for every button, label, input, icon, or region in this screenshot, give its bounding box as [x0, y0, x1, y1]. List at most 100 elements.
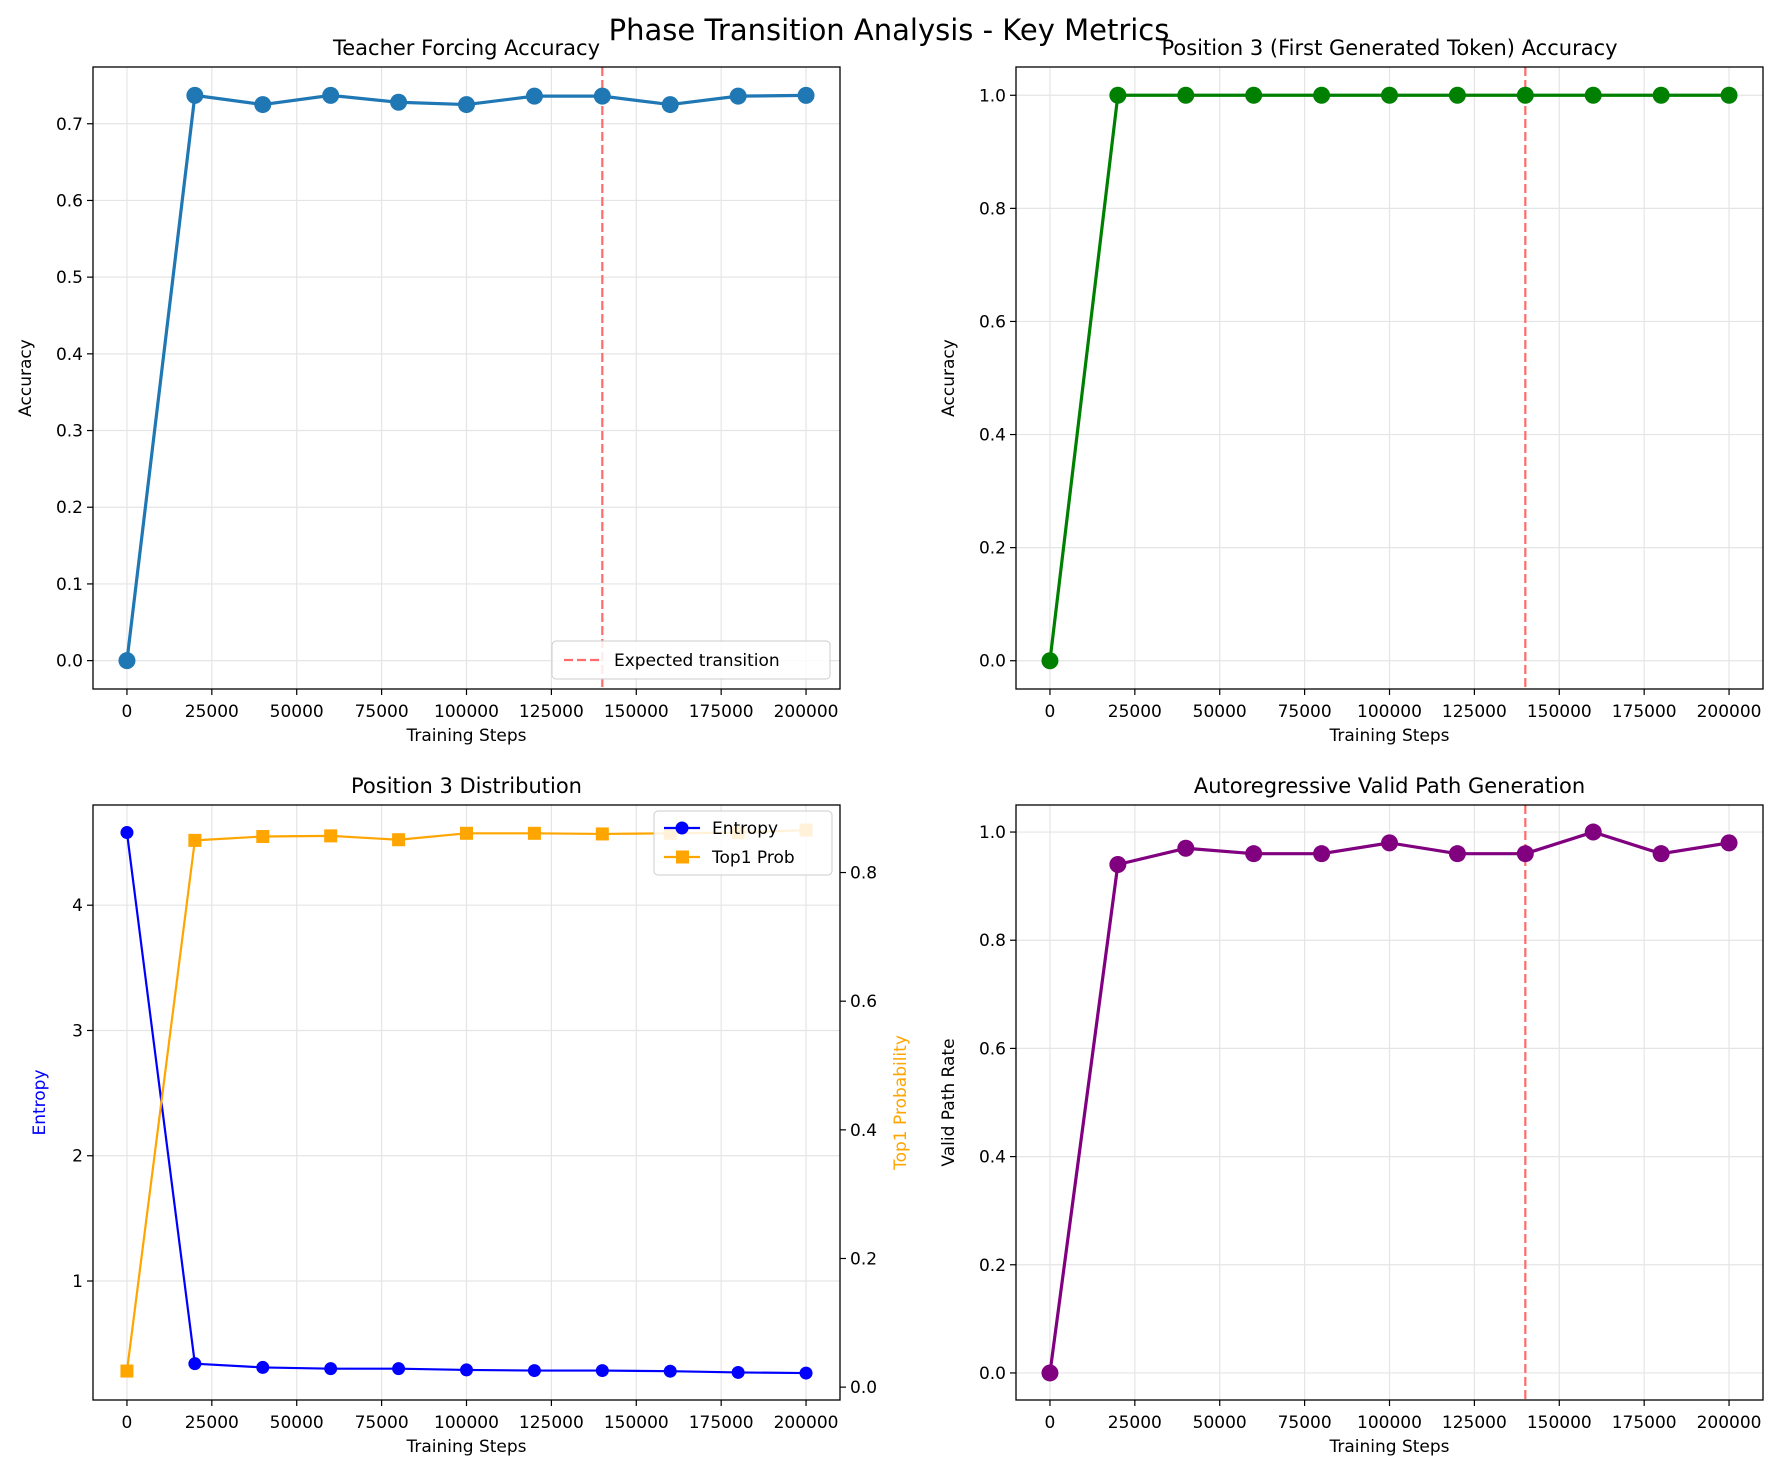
data-point	[525, 87, 543, 105]
data-point	[1177, 86, 1195, 104]
x-tick-label: 150000	[604, 1413, 669, 1433]
chart-title: Position 3 Distribution	[351, 774, 582, 798]
x-tick-label: 150000	[1527, 702, 1592, 722]
data-point	[1245, 845, 1263, 863]
figure-suptitle: Phase Transition Analysis - Key Metrics	[609, 13, 1170, 47]
x-tick-label: 75000	[1278, 702, 1332, 722]
y-tick-label: 0.8	[979, 931, 1006, 951]
y-axis-label: Accuracy	[16, 339, 36, 417]
data-point	[799, 1366, 813, 1380]
data-point	[731, 1365, 745, 1379]
y-tick-label: 0.1	[56, 575, 83, 595]
data-point	[460, 1363, 473, 1377]
y-tick-label: 0.7	[56, 115, 83, 135]
x-tick-label: 200000	[1697, 1413, 1762, 1433]
data-point	[1245, 86, 1263, 104]
data-point	[1313, 86, 1331, 104]
data-point	[1584, 86, 1602, 104]
y-axis-ticks: 0.0 0.2 0.4 0.6 0.8 1.0	[979, 823, 1016, 1384]
y-tick-label: 1.0	[979, 823, 1006, 843]
x-tick-label: 125000	[519, 1413, 584, 1433]
x-tick-label: 0	[122, 1413, 133, 1433]
y-axis-right-label: Top1 Probability	[891, 1035, 911, 1171]
data-point	[1516, 845, 1534, 863]
y-tick-label: 0.4	[979, 1148, 1006, 1168]
chart-title: Autoregressive Valid Path Generation	[1194, 774, 1585, 798]
data-point	[797, 86, 815, 104]
x-tick-label: 200000	[1697, 702, 1762, 722]
data-point	[1313, 845, 1331, 863]
y-tick-label: 0.6	[979, 312, 1006, 332]
plot-frame	[1015, 804, 1764, 1401]
x-tick-label: 0	[122, 702, 133, 722]
data-point	[595, 827, 609, 841]
gridlines	[1016, 805, 1763, 1400]
x-tick-label: 175000	[689, 1413, 754, 1433]
x-tick-label: 25000	[185, 702, 239, 722]
x-tick-label: 100000	[1357, 702, 1422, 722]
data-point	[458, 96, 475, 114]
x-tick-label: 75000	[355, 1413, 409, 1433]
chart-title: Teacher Forcing Accuracy	[332, 36, 600, 60]
series-1	[118, 86, 815, 670]
x-tick-label: 125000	[1442, 702, 1507, 722]
data-point	[256, 1360, 270, 1374]
x-tick-label: 150000	[604, 702, 669, 722]
y-tick-label: 1.0	[979, 86, 1006, 106]
data-point	[322, 86, 340, 104]
y-tick-label: 0.0	[56, 652, 83, 672]
x-axis-ticks: 0 25000 50000 75000 100000 125000 150000 175000…	[1045, 689, 1762, 722]
chart-panel-2: 0 25000 50000 75000 100000 125000 150000 175000…	[939, 36, 1764, 746]
x-axis-ticks: 0 25000 50000 75000 100000 125000 150000 175000…	[122, 1400, 838, 1433]
y-axis-ticks: 0.0 0.1 0.2 0.3 0.4 0.5 0.6 0.7	[56, 115, 93, 672]
data-point	[460, 826, 473, 840]
data-point	[1041, 1364, 1059, 1382]
x-tick-label: 175000	[1612, 702, 1677, 722]
y-tick-label: 0.6	[979, 1039, 1006, 1059]
panels: 0 25000 50000 75000 100000 125000 150000 175000…	[16, 36, 1764, 1457]
x-tick-label: 25000	[1108, 1413, 1162, 1433]
data-point	[1720, 86, 1738, 104]
y-axis-right-ticks: 0.0 0.2 0.4 0.6 0.8	[840, 864, 877, 1398]
y-tick-label: 4	[72, 896, 83, 916]
y-right-tick-label: 0.2	[850, 1249, 877, 1269]
data-point	[392, 1362, 406, 1376]
data-point	[188, 1357, 202, 1371]
x-axis-label: Training Steps	[1328, 1437, 1449, 1457]
data-point	[1381, 86, 1398, 104]
x-tick-label: 175000	[1612, 1413, 1677, 1433]
gridlines	[93, 805, 840, 1400]
x-axis-ticks: 0 25000 50000 75000 100000 125000 150000 175000…	[1045, 1400, 1762, 1433]
x-tick-label: 150000	[1527, 1413, 1592, 1433]
chart-title: Position 3 (First Generated Token) Accur…	[1161, 36, 1617, 60]
y-tick-label: 3	[72, 1021, 83, 1041]
legend-transition-label: Expected transition	[614, 651, 780, 671]
data-point	[595, 1364, 609, 1378]
y-axis-ticks: 1 2 3 4	[72, 896, 93, 1292]
data-point	[1584, 823, 1602, 841]
x-tick-label: 75000	[1278, 1413, 1332, 1433]
x-tick-label: 100000	[434, 702, 499, 722]
y-tick-label: 1	[72, 1272, 83, 1292]
y-tick-label: 0.4	[979, 426, 1006, 446]
data-point	[1109, 856, 1127, 873]
x-tick-label: 175000	[689, 702, 754, 722]
y-tick-label: 0.2	[979, 539, 1006, 559]
data-point	[1448, 845, 1466, 863]
y-tick-label: 0.0	[979, 1364, 1006, 1384]
y-right-tick-label: 0.0	[850, 1378, 877, 1398]
y-axis-label: Entropy	[30, 1069, 50, 1135]
legend-swatch-marker	[676, 850, 689, 864]
x-tick-label: 100000	[434, 1413, 499, 1433]
data-point	[593, 87, 611, 105]
legend-label-top1-prob: Top1 Prob	[711, 848, 795, 868]
x-tick-label: 50000	[270, 702, 324, 722]
y-tick-label: 2	[72, 1147, 83, 1167]
x-tick-label: 75000	[355, 702, 409, 722]
legend-swatch-marker	[675, 821, 689, 835]
y-axis-label: Accuracy	[939, 339, 959, 417]
plot-frame	[92, 66, 841, 690]
y-tick-label: 0.0	[979, 652, 1006, 672]
plot-frame	[92, 804, 841, 1401]
